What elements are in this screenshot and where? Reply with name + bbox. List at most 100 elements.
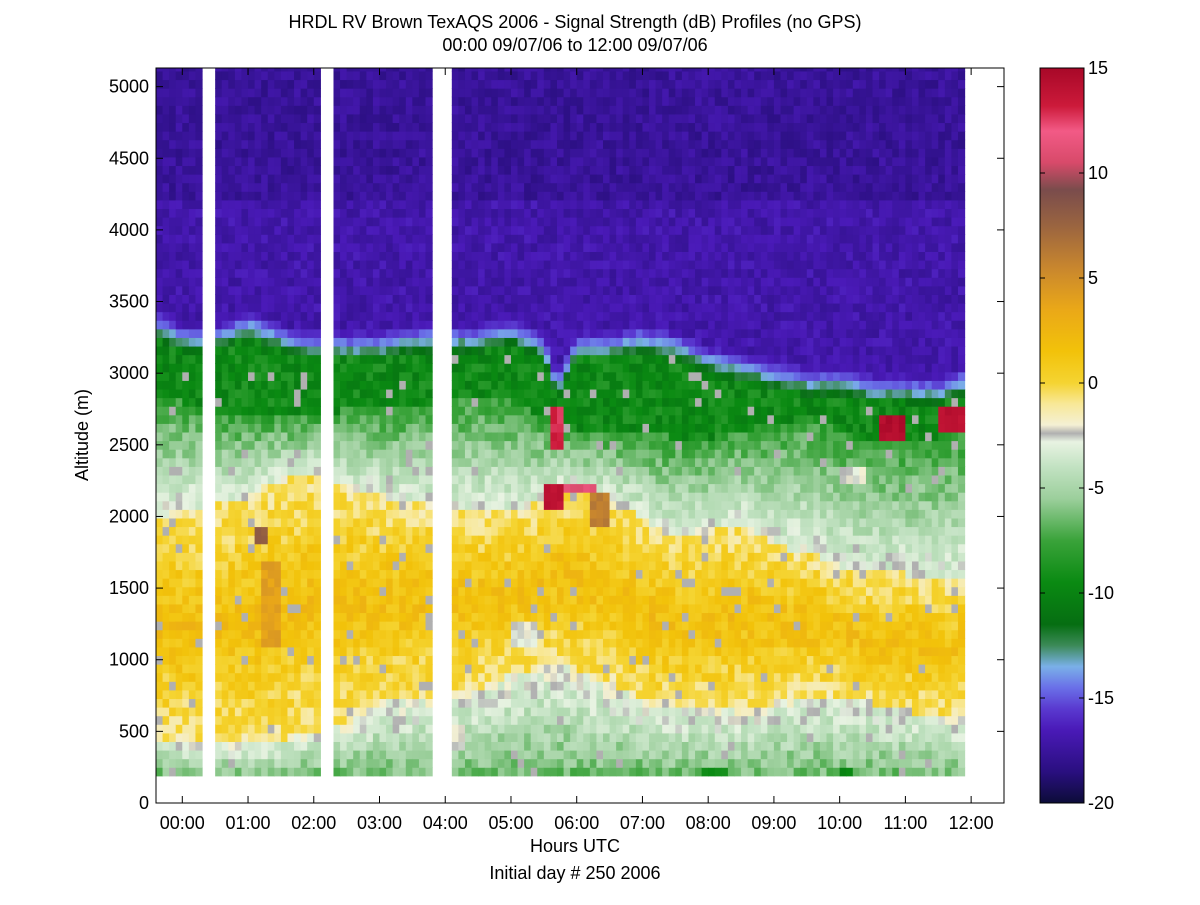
heatmap-cell [589, 457, 598, 467]
heatmap-cell [267, 578, 275, 588]
heatmap-cell [484, 105, 492, 115]
heatmap-cell [405, 629, 413, 639]
heatmap-cell [386, 268, 394, 278]
heatmap-cell [504, 655, 512, 665]
heatmap-cell [228, 70, 236, 81]
heatmap-cell [228, 191, 236, 201]
heatmap-cell [156, 182, 164, 192]
heatmap-cell [294, 139, 302, 149]
heatmap-cell [418, 483, 427, 493]
heatmap-cell [471, 105, 479, 115]
heatmap-cell [399, 517, 407, 528]
heatmap-cell [471, 242, 479, 252]
heatmap-cell [550, 277, 558, 287]
heatmap-cell [510, 741, 519, 751]
heatmap-cell [510, 268, 519, 278]
heatmap-cell [524, 483, 532, 493]
heatmap-cell [537, 569, 545, 579]
heatmap-cell [313, 689, 321, 700]
heatmap-cell [340, 199, 348, 210]
heatmap-cell [353, 638, 361, 648]
heatmap-cell [576, 294, 584, 304]
heatmap-cell [248, 380, 256, 390]
heatmap-cell [267, 354, 275, 364]
heatmap-cell [491, 277, 499, 287]
heatmap-cell [491, 79, 499, 89]
heatmap-cell [234, 208, 243, 218]
heatmap-cell [405, 681, 413, 691]
heatmap-cell [464, 354, 473, 364]
heatmap-cell [261, 423, 269, 433]
heatmap-cell [405, 311, 413, 321]
heatmap-cell [412, 431, 420, 442]
heatmap-cell [418, 500, 427, 510]
heatmap-cell [550, 234, 558, 244]
heatmap-cell [221, 294, 229, 304]
heatmap-cell [537, 560, 545, 571]
heatmap-cell [287, 96, 295, 106]
heatmap-cell [458, 732, 466, 742]
heatmap-cell [589, 578, 598, 588]
heatmap-cell [162, 380, 170, 390]
heatmap-cell [280, 406, 289, 416]
heatmap-cell [491, 698, 499, 708]
heatmap-cell [589, 380, 598, 390]
heatmap-cell [464, 767, 473, 777]
heatmap-cell [188, 509, 197, 519]
heatmap-cell [280, 492, 289, 502]
heatmap-cell [228, 242, 236, 252]
heatmap-cell [267, 268, 275, 278]
heatmap-cell [274, 242, 282, 252]
heatmap-cell [294, 509, 302, 519]
heatmap-cell [399, 526, 407, 536]
heatmap-cell [458, 320, 466, 330]
heatmap-cell [386, 165, 394, 175]
heatmap-cell [346, 96, 354, 106]
heatmap-cell [333, 681, 341, 691]
heatmap-cell [596, 767, 604, 777]
heatmap-cell [583, 148, 591, 158]
heatmap-cell [366, 560, 374, 571]
heatmap-cell [333, 354, 341, 364]
heatmap-cell [287, 225, 295, 235]
heatmap-cell [563, 449, 571, 459]
heatmap-cell [274, 105, 282, 115]
heatmap-cell [215, 277, 223, 287]
heatmap-cell [156, 217, 164, 227]
heatmap-cell [366, 242, 374, 252]
heatmap-cell [458, 363, 466, 373]
heatmap-cell [175, 423, 183, 433]
heatmap-cell [234, 646, 243, 657]
heatmap-cell [379, 302, 387, 313]
heatmap-cell [399, 603, 407, 614]
heatmap-cell [169, 715, 177, 725]
heatmap-cell [221, 423, 229, 433]
heatmap-cell [346, 681, 354, 691]
heatmap-cell [182, 251, 190, 261]
heatmap-cell [412, 466, 420, 476]
heatmap-cell [589, 277, 598, 287]
heatmap-cell [175, 139, 183, 149]
heatmap-cell [372, 217, 381, 227]
heatmap-cell [221, 105, 229, 115]
heatmap-cell [418, 251, 427, 261]
heatmap-cell [248, 655, 256, 665]
heatmap-cell [537, 517, 545, 528]
heatmap-cell [353, 277, 361, 287]
heatmap-cell [340, 397, 348, 407]
heatmap-cell [274, 363, 282, 373]
heatmap-cell [241, 328, 249, 338]
heatmap-cell [464, 500, 473, 510]
heatmap-cell [491, 749, 499, 760]
heatmap-cell [307, 431, 315, 442]
heatmap-cell [280, 629, 289, 639]
heatmap-cell [504, 294, 512, 304]
heatmap-cell [556, 578, 565, 588]
heatmap-cell [589, 79, 598, 89]
heatmap-cell [175, 681, 183, 691]
heatmap-cell [156, 328, 164, 338]
heatmap-cell [359, 217, 367, 227]
heatmap-cell [530, 466, 538, 476]
heatmap-cell [274, 629, 282, 639]
heatmap-cell [497, 139, 505, 149]
